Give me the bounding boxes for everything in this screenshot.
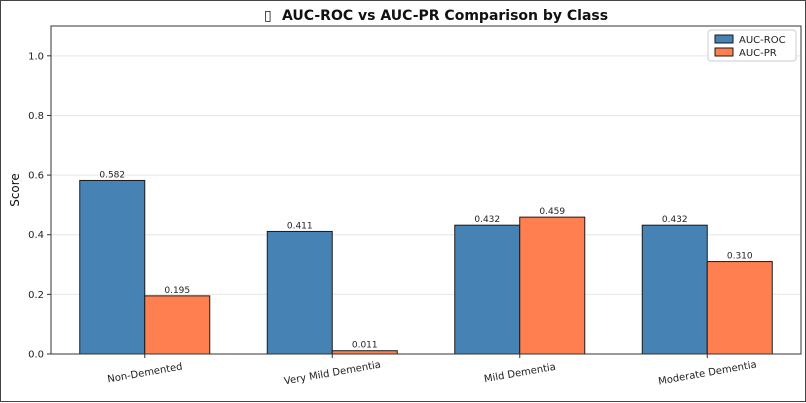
chart-title-icon: ▯ — [264, 8, 272, 24]
x-tick-label: Very Mild Dementia — [283, 360, 381, 388]
y-axis-label: Score — [8, 173, 22, 207]
chart-title: AUC-ROC vs AUC-PR Comparison by Class — [282, 8, 608, 24]
bar-auc-roc-moderate-dementia — [641, 224, 708, 355]
y-tick-label: 0.2 — [28, 290, 44, 301]
data-label: 0.582 — [99, 170, 125, 180]
data-label: 0.432 — [474, 215, 500, 225]
bar-auc-pr-mild-dementia — [519, 216, 586, 355]
x-tick-label: Moderate Dementia — [657, 359, 757, 387]
bars-group — [79, 179, 773, 355]
x-tick-label: Mild Dementia — [483, 362, 556, 385]
bar-auc-roc-non-demented — [79, 179, 146, 355]
y-tick-label: 0.4 — [28, 230, 44, 241]
legend-swatch-auc-pr — [714, 47, 734, 57]
y-tick-label: 0.6 — [28, 171, 44, 182]
bar-auc-roc-mild-dementia — [454, 224, 521, 355]
y-tick-label: 1.0 — [28, 51, 44, 62]
legend: AUC-ROC AUC-PR — [707, 29, 797, 62]
legend-label: AUC-PR — [739, 48, 777, 59]
data-label: 0.411 — [287, 221, 313, 231]
y-ticks-group: 0.0 0.2 0.4 0.6 0.8 1.0 — [28, 51, 51, 361]
x-ticks-group: Non-Demented Very Mild Dementia Mild Demen… — [107, 354, 758, 388]
chart-title-group: ▯ AUC-ROC vs AUC-PR Comparison by Class — [264, 8, 608, 24]
legend-label: AUC-ROC — [739, 35, 786, 46]
plot-area-frame — [50, 25, 802, 355]
bar-auc-roc-very-mild-dementia — [266, 230, 333, 355]
bar-auc-pr-non-demented — [144, 295, 211, 355]
data-labels-group: 0.582 0.195 0.411 0.011 0.432 0.459 0.432 0.310 — [99, 170, 753, 350]
bar-auc-pr-moderate-dementia — [706, 261, 773, 355]
legend-swatch-auc-roc — [714, 34, 734, 44]
data-label: 0.310 — [727, 252, 753, 262]
data-label: 0.432 — [662, 215, 688, 225]
data-label: 0.195 — [164, 286, 190, 296]
data-label: 0.011 — [352, 341, 378, 351]
data-label: 0.459 — [539, 207, 565, 217]
y-tick-label: 0.0 — [28, 350, 44, 361]
x-tick-label: Non-Demented — [107, 361, 184, 385]
y-tick-label: 0.8 — [28, 111, 44, 122]
